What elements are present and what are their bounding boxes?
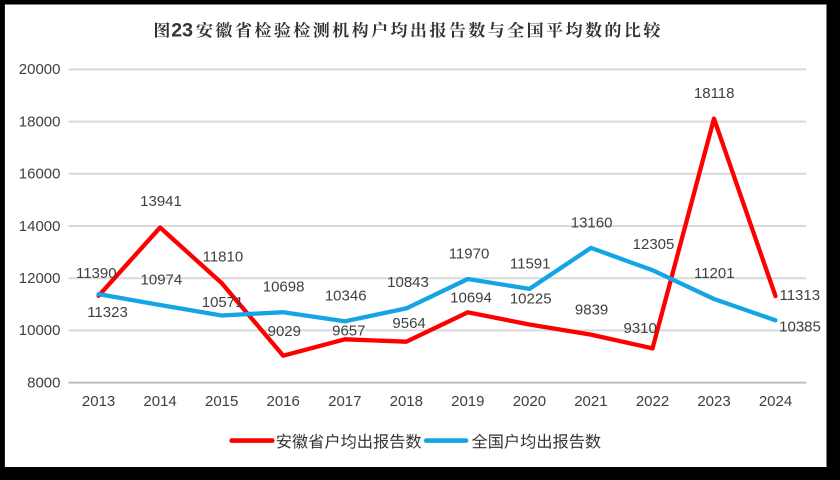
svg-text:9657: 9657 xyxy=(332,322,365,339)
svg-text:11810: 11810 xyxy=(203,248,244,265)
svg-text:18118: 18118 xyxy=(694,85,735,102)
svg-text:2024: 2024 xyxy=(759,393,792,410)
svg-text:2014: 2014 xyxy=(143,393,176,410)
svg-text:9839: 9839 xyxy=(575,301,608,318)
svg-text:14000: 14000 xyxy=(19,218,61,235)
svg-text:2023: 2023 xyxy=(697,393,730,410)
svg-text:12305: 12305 xyxy=(633,236,675,253)
svg-text:20000: 20000 xyxy=(19,61,61,78)
svg-text:2016: 2016 xyxy=(267,393,300,410)
svg-text:10000: 10000 xyxy=(19,322,61,339)
svg-text:11970: 11970 xyxy=(449,245,490,262)
svg-text:2020: 2020 xyxy=(513,393,546,410)
svg-text:2015: 2015 xyxy=(205,393,238,410)
svg-text:2021: 2021 xyxy=(574,393,607,410)
svg-text:16000: 16000 xyxy=(19,166,61,183)
svg-text:10225: 10225 xyxy=(510,291,552,308)
svg-text:11591: 11591 xyxy=(510,256,551,273)
svg-text:23: 23 xyxy=(171,19,193,41)
svg-text:11313: 11313 xyxy=(779,287,820,304)
svg-text:11201: 11201 xyxy=(694,265,735,282)
svg-text:10698: 10698 xyxy=(263,278,305,295)
svg-text:10385: 10385 xyxy=(779,319,821,336)
svg-text:10843: 10843 xyxy=(387,274,429,291)
svg-text:9310: 9310 xyxy=(624,320,657,337)
svg-text:12000: 12000 xyxy=(19,270,61,287)
svg-text:10571: 10571 xyxy=(202,294,244,311)
svg-text:10694: 10694 xyxy=(450,290,492,307)
svg-text:2013: 2013 xyxy=(82,393,115,410)
svg-text:9564: 9564 xyxy=(392,315,425,332)
svg-text:2018: 2018 xyxy=(390,393,423,410)
svg-text:10346: 10346 xyxy=(325,287,367,304)
svg-text:9029: 9029 xyxy=(268,323,301,340)
svg-text:13941: 13941 xyxy=(140,193,182,210)
svg-text:11390: 11390 xyxy=(76,265,117,282)
svg-text:13160: 13160 xyxy=(571,215,613,232)
svg-text:18000: 18000 xyxy=(19,113,61,130)
svg-text:8000: 8000 xyxy=(27,374,60,391)
svg-text:2019: 2019 xyxy=(451,393,484,410)
svg-text:2017: 2017 xyxy=(328,393,361,410)
svg-text:2022: 2022 xyxy=(636,393,669,410)
svg-text:10974: 10974 xyxy=(141,272,183,289)
svg-text:11323: 11323 xyxy=(87,304,128,321)
